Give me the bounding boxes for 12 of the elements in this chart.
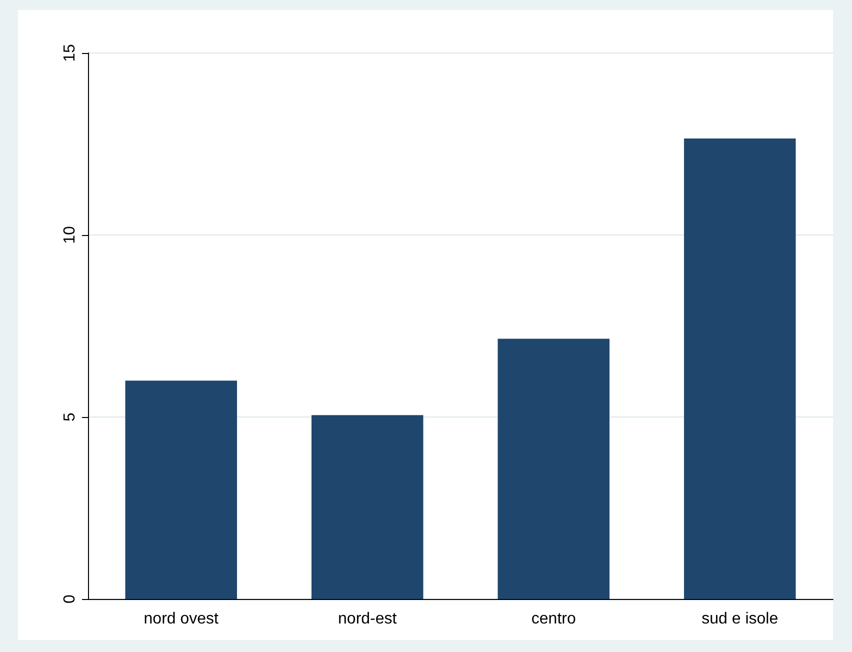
y-tick-label: 5 — [62, 412, 78, 422]
x-tick-label: sud e isole — [702, 610, 778, 628]
y-tick-label: 15 — [62, 44, 78, 62]
bar — [125, 380, 237, 599]
bar — [312, 415, 424, 599]
bar — [684, 138, 796, 599]
x-tick-label: centro — [531, 610, 576, 628]
y-tick-label: 0 — [62, 594, 78, 604]
x-tick-label: nord-est — [338, 610, 398, 628]
y-tick-label: 10 — [62, 226, 78, 244]
bar — [498, 338, 610, 599]
x-tick-label: nord ovest — [144, 610, 220, 628]
